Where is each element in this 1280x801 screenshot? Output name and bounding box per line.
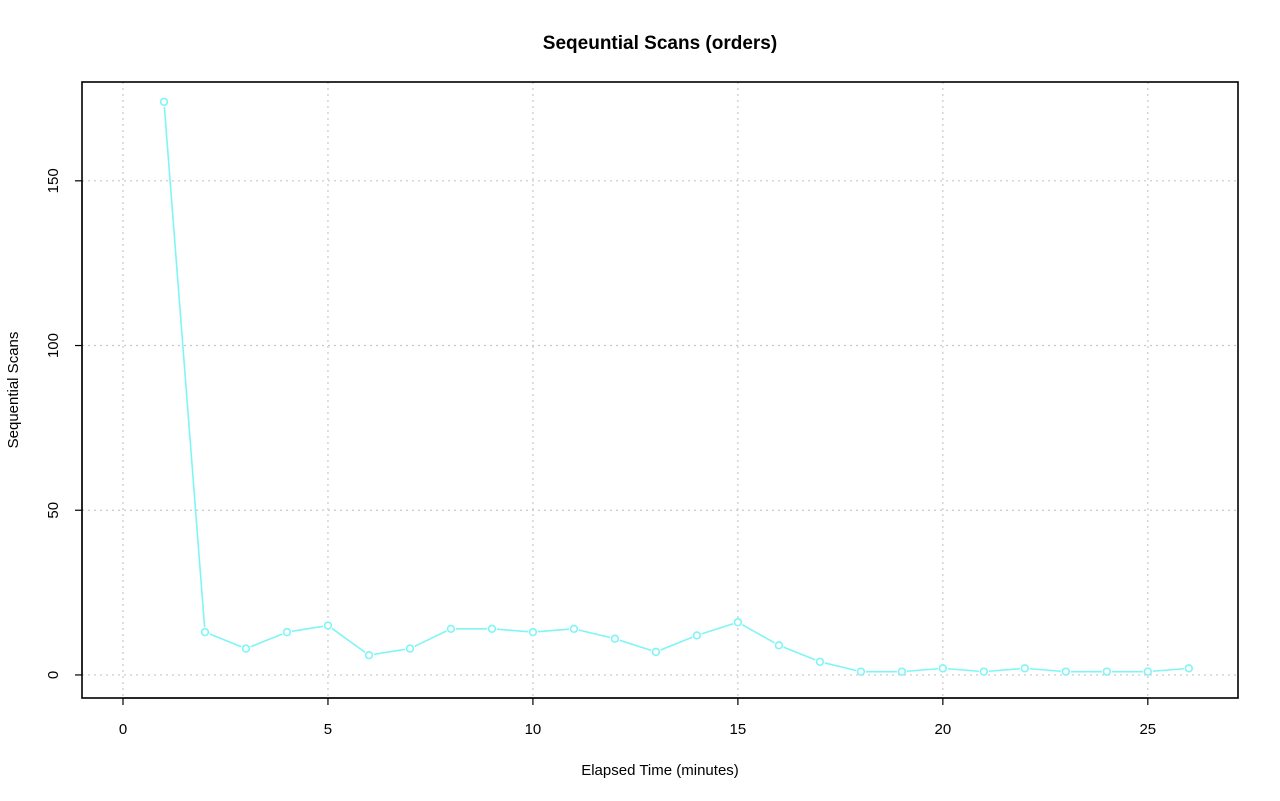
- y-tick-label: 100: [45, 333, 62, 358]
- series-line-segment: [947, 667, 979, 673]
- data-point: [856, 667, 866, 676]
- data-point: [1143, 667, 1153, 676]
- data-point: [569, 624, 579, 634]
- series-line-segment: [1029, 667, 1061, 673]
- data-point: [692, 631, 702, 640]
- y-tick-label: 0: [45, 671, 62, 679]
- data-point: [651, 647, 661, 657]
- series-line-segment: [373, 648, 406, 656]
- data-point: [610, 634, 620, 643]
- data-point: [528, 627, 538, 637]
- x-tick-label: 10: [525, 721, 542, 738]
- data-point: [1020, 664, 1030, 673]
- series-line-segment: [578, 629, 611, 639]
- series-line-segment: [291, 625, 324, 633]
- series-line-segment: [783, 646, 816, 661]
- y-tick-label: 50: [45, 502, 62, 519]
- y-tick-label: 150: [45, 168, 62, 193]
- grid: [82, 82, 1238, 698]
- series-line-segment: [701, 623, 734, 635]
- data-point: [487, 624, 497, 634]
- series-line-segment: [1152, 667, 1184, 673]
- x-tick-label: 20: [935, 721, 952, 738]
- series-line-segment: [988, 667, 1020, 673]
- series-line-segment: [250, 633, 283, 648]
- series-line-segment: [496, 628, 529, 633]
- series-group: [159, 97, 1194, 676]
- y-axis: 0 50 100 150: [45, 168, 83, 679]
- series-line-segment: [906, 667, 938, 673]
- series-line-segment: [824, 662, 857, 672]
- y-axis-label: Sequential Scans: [5, 332, 22, 449]
- plot-frame: [81, 81, 1239, 699]
- data-point: [1102, 667, 1112, 676]
- data-point: [774, 641, 784, 650]
- series-line-segment: [209, 633, 242, 648]
- data-point: [241, 644, 251, 653]
- data-point: [446, 624, 456, 634]
- data-point: [1061, 667, 1071, 676]
- data-point: [323, 621, 333, 630]
- data-point: [200, 627, 210, 637]
- data-point: [815, 657, 825, 666]
- x-tick-label: 5: [324, 721, 332, 738]
- series-line-segment: [331, 627, 366, 653]
- x-axis-label: Elapsed Time (minutes): [581, 762, 739, 779]
- data-point: [1184, 664, 1194, 673]
- data-point: [733, 618, 743, 627]
- series-line-segment: [741, 623, 775, 644]
- data-point: [979, 667, 989, 676]
- series-line-segment: [537, 628, 569, 633]
- series-line-segment: [414, 630, 447, 648]
- x-tick-label: 15: [730, 721, 747, 738]
- data-point: [897, 667, 907, 676]
- data-point: [282, 627, 292, 637]
- x-axis: 0 5 10 15 20 25: [119, 697, 1156, 738]
- x-tick-label: 0: [119, 721, 127, 738]
- data-point: [159, 97, 169, 106]
- series-line-segment: [660, 636, 693, 651]
- data-point: [405, 644, 415, 653]
- x-tick-label: 25: [1139, 721, 1156, 738]
- data-point: [364, 650, 374, 660]
- chart-title: Seqeuntial Scans (orders): [543, 33, 777, 54]
- series-line-segment: [619, 639, 652, 652]
- series-line-segment: [163, 106, 206, 628]
- data-point: [938, 664, 948, 673]
